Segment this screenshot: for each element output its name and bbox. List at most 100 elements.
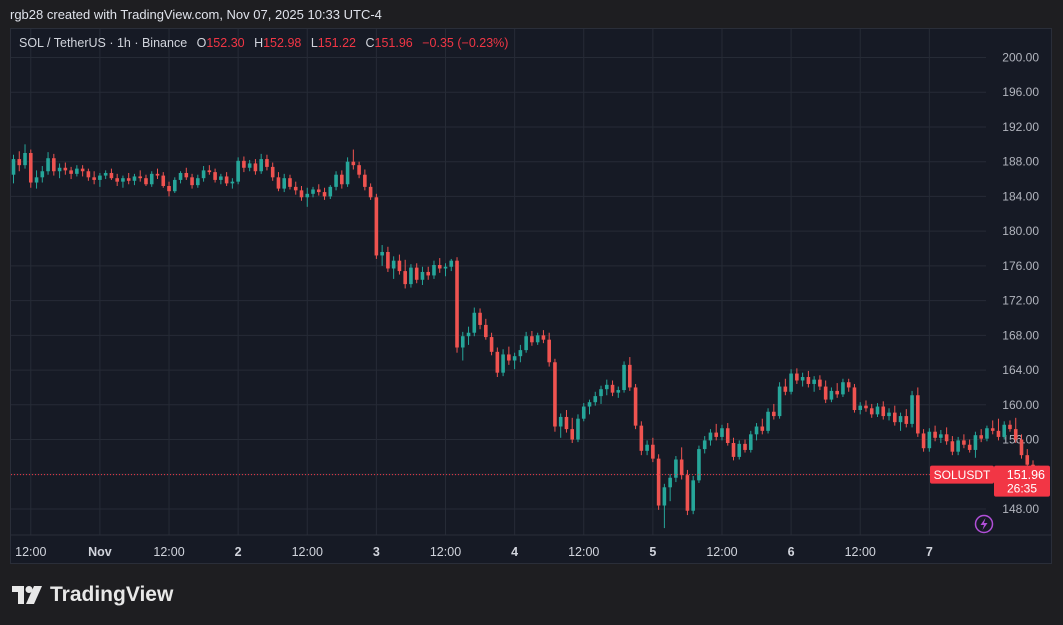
candle-body[interactable] (518, 350, 523, 357)
candle-body[interactable] (950, 441, 955, 452)
candle-body[interactable] (305, 193, 310, 198)
candle-body[interactable] (63, 167, 68, 171)
candle-body[interactable] (449, 260, 454, 267)
candle-body[interactable] (679, 459, 684, 476)
candle-body[interactable] (340, 174, 344, 185)
candle-body[interactable] (599, 389, 603, 397)
candle-body[interactable] (553, 362, 557, 427)
candle-body[interactable] (1019, 439, 1024, 456)
candle-body[interactable] (610, 384, 615, 393)
candle-body[interactable] (23, 153, 27, 166)
candle-body[interactable] (639, 425, 644, 451)
candle-body[interactable] (144, 178, 148, 185)
candle-body[interactable] (253, 163, 258, 172)
candle-body[interactable] (985, 428, 989, 439)
candle-body[interactable] (708, 432, 713, 441)
candle-body[interactable] (472, 312, 477, 333)
candle-body[interactable] (484, 324, 488, 338)
candle-body[interactable] (1008, 424, 1012, 430)
candle-body[interactable] (823, 386, 828, 400)
candle-body[interactable] (996, 430, 1001, 437)
candle-body[interactable] (92, 177, 96, 180)
candle-body[interactable] (196, 178, 200, 186)
candle-body[interactable] (288, 178, 292, 187)
candle-body[interactable] (587, 402, 592, 407)
candle-body[interactable] (979, 435, 983, 439)
candle-body[interactable] (219, 176, 223, 180)
candle-body[interactable] (725, 428, 730, 444)
candle-body[interactable] (622, 364, 626, 391)
candle-body[interactable] (869, 408, 874, 415)
candle-body[interactable] (967, 444, 972, 450)
candle-body[interactable] (558, 416, 563, 427)
candle-body[interactable] (17, 159, 22, 166)
candle-body[interactable] (242, 160, 246, 168)
candle-body[interactable] (316, 189, 321, 193)
candle-body[interactable] (875, 406, 880, 415)
candle-body[interactable] (270, 166, 275, 178)
candle-body[interactable] (616, 390, 621, 393)
candle-body[interactable] (109, 172, 114, 179)
candle-body[interactable] (927, 431, 932, 449)
candle-body[interactable] (933, 431, 937, 438)
candle-body[interactable] (57, 167, 62, 172)
candle-body[interactable] (898, 416, 903, 423)
candle-body[interactable] (432, 265, 436, 276)
candle-body[interactable] (691, 480, 695, 511)
candle-body[interactable] (852, 387, 857, 411)
candle-body[interactable] (34, 177, 39, 183)
candle-body[interactable] (184, 172, 189, 178)
candle-body[interactable] (334, 174, 338, 187)
symbol-tag[interactable] (930, 465, 994, 484)
candle-body[interactable] (633, 387, 638, 426)
candle-body[interactable] (841, 382, 845, 395)
candle-body[interactable] (363, 174, 367, 187)
candle-body[interactable] (103, 172, 108, 176)
candle-body[interactable] (155, 173, 160, 176)
candle-body[interactable] (766, 411, 770, 431)
candle-body[interactable] (702, 440, 707, 450)
candle-body[interactable] (311, 189, 315, 194)
candle-body[interactable] (80, 168, 85, 172)
candle-body[interactable] (668, 477, 672, 488)
candle-body[interactable] (593, 396, 598, 403)
candle-body[interactable] (380, 251, 384, 256)
candle-body[interactable] (835, 390, 839, 395)
candle-body[interactable] (570, 429, 575, 440)
candle-body[interactable] (748, 434, 753, 450)
candle-body[interactable] (944, 434, 949, 442)
candle-body[interactable] (259, 159, 263, 172)
candle-body[interactable] (40, 171, 45, 178)
candle-body[interactable] (685, 475, 690, 511)
candle-body[interactable] (437, 265, 442, 269)
candle-body[interactable] (800, 377, 805, 381)
candle-body[interactable] (1025, 455, 1030, 465)
candle-body[interactable] (409, 267, 413, 285)
candle-body[interactable] (818, 379, 822, 387)
candle-body[interactable] (777, 386, 782, 417)
candle-body[interactable] (760, 426, 765, 431)
candle-body[interactable] (858, 405, 863, 411)
candle-body[interactable] (910, 395, 914, 424)
candle-body[interactable] (662, 487, 667, 506)
candle-body[interactable] (478, 312, 482, 325)
candle-body[interactable] (720, 428, 724, 437)
candle-body[interactable] (351, 161, 356, 166)
candle-body[interactable] (973, 435, 978, 450)
candle-body[interactable] (829, 390, 834, 400)
candle-body[interactable] (460, 336, 465, 348)
candle-body[interactable] (86, 171, 91, 178)
candle-body[interactable] (772, 411, 776, 417)
candle-body[interactable] (46, 158, 50, 172)
candle-body[interactable] (357, 165, 361, 175)
candle-body[interactable] (628, 364, 632, 388)
candle-body[interactable] (530, 336, 534, 343)
candle-body[interactable] (299, 190, 304, 198)
candle-body[interactable] (916, 395, 920, 434)
candle-body[interactable] (138, 176, 143, 179)
candle-body[interactable] (547, 339, 551, 363)
candle-body[interactable] (806, 377, 811, 384)
candle-body[interactable] (581, 406, 586, 419)
candle-body[interactable] (512, 356, 517, 361)
candle-body[interactable] (328, 186, 333, 197)
